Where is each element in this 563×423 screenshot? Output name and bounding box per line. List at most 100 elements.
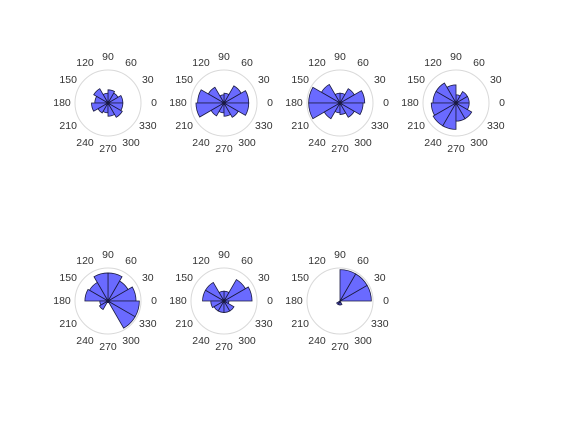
angle-tick-label-60: 60: [357, 255, 369, 267]
angle-tick-label-210: 210: [175, 318, 193, 330]
angle-tick-label-330: 330: [371, 318, 389, 330]
angle-tick-label-120: 120: [192, 255, 210, 267]
sector-bin-330-360: [222, 102, 250, 116]
angle-tick-label-150: 150: [59, 74, 77, 86]
angle-tick-label-180: 180: [169, 97, 187, 109]
grid-circle: [422, 69, 490, 137]
angle-tick-label-180: 180: [53, 97, 71, 109]
angle-tick-label-0: 0: [151, 97, 157, 109]
angle-tick-label-330: 330: [139, 120, 157, 132]
angle-tick-label-240: 240: [308, 335, 326, 347]
angle-tick-label-90: 90: [102, 249, 114, 261]
angle-tick-label-240: 240: [308, 137, 326, 149]
angle-tick-label-180: 180: [285, 295, 303, 307]
sector-bin-300-330: [106, 101, 123, 118]
sector-bin-270-300: [339, 299, 343, 306]
angle-tick-label-60: 60: [357, 57, 369, 69]
polar-chart-1: 0 30 60 90 120 150 180 210 240 270 300 330: [53, 51, 157, 155]
angle-tick-label-0: 0: [499, 97, 505, 109]
angle-tick-label-90: 90: [218, 249, 230, 261]
angle-tick-label-90: 90: [334, 249, 346, 261]
angle-tick-label-30: 30: [142, 74, 154, 86]
sector-bin-90-120: [93, 272, 109, 303]
grid-circle: [74, 69, 142, 137]
sector-bin-30-60: [338, 88, 355, 105]
angle-tick-label-90: 90: [334, 51, 346, 63]
angle-tick-label-150: 150: [175, 272, 193, 284]
angle-tick-label-180: 180: [285, 97, 303, 109]
sector-bin-210-240: [98, 299, 110, 311]
angle-tick-label-240: 240: [192, 137, 210, 149]
sector-bin-180-210: [195, 102, 226, 118]
sector-bin-330-360: [106, 300, 140, 318]
angle-tick-label-30: 30: [374, 74, 386, 86]
grid-circle: [190, 69, 258, 137]
angle-tick-label-0: 0: [267, 97, 273, 109]
angle-tick-label-60: 60: [241, 255, 253, 267]
sector-bin-150-180: [202, 289, 226, 302]
angle-tick-label-300: 300: [122, 137, 140, 149]
sector-bin-330-360: [454, 102, 470, 111]
sector-bin-210-240: [97, 101, 110, 114]
angle-tick-label-0: 0: [267, 295, 273, 307]
sector-bin-30-60: [222, 85, 242, 105]
angle-tick-label-120: 120: [76, 255, 94, 267]
angle-tick-label-270: 270: [215, 143, 233, 155]
angle-tick-label-330: 330: [139, 318, 157, 330]
angle-tick-label-150: 150: [407, 74, 425, 86]
angle-tick-label-90: 90: [450, 51, 462, 63]
angle-tick-label-30: 30: [374, 272, 386, 284]
angle-tick-label-330: 330: [255, 120, 273, 132]
sector-bin-60-90: [339, 269, 357, 303]
sector-bin-300-330: [454, 101, 473, 120]
angle-tick-label-330: 330: [487, 120, 505, 132]
sector-bin-120-150: [93, 88, 110, 105]
angle-tick-label-180: 180: [53, 295, 71, 307]
angle-tick-label-210: 210: [291, 318, 309, 330]
angle-tick-label-330: 330: [255, 318, 273, 330]
angle-tick-label-300: 300: [354, 137, 372, 149]
angle-tick-label-30: 30: [490, 74, 502, 86]
sector-bin-210-240: [323, 101, 342, 120]
angle-tick-label-210: 210: [175, 120, 193, 132]
sector-bin-240-270: [442, 101, 457, 130]
angle-tick-label-150: 150: [59, 272, 77, 284]
polar-chart-7: 0 30 60 90 120 150 180 210 240 270 300 330: [285, 249, 389, 353]
angle-tick-label-210: 210: [59, 120, 77, 132]
polar-chart-4: 0 30 60 90 120 150 180 210 240 270 300 330: [401, 51, 505, 155]
angle-tick-label-120: 120: [424, 57, 442, 69]
sector-bin-330-360: [106, 102, 124, 111]
angle-tick-label-60: 60: [125, 57, 137, 69]
angle-tick-label-120: 120: [192, 57, 210, 69]
angle-tick-label-150: 150: [291, 272, 309, 284]
angle-tick-label-300: 300: [354, 335, 372, 347]
angle-tick-label-330: 330: [371, 120, 389, 132]
angle-tick-label-210: 210: [291, 120, 309, 132]
grid-circle: [306, 69, 374, 137]
grid-circle: [74, 267, 142, 335]
angle-tick-label-120: 120: [308, 255, 326, 267]
angle-tick-label-240: 240: [424, 137, 442, 149]
angle-tick-label-300: 300: [122, 335, 140, 347]
grid-circle: [190, 267, 258, 335]
angle-tick-label-60: 60: [473, 57, 485, 69]
angle-tick-label-270: 270: [331, 341, 349, 353]
angle-tick-label-300: 300: [238, 335, 256, 347]
polar-chart-3: 0 30 60 90 120 150 180 210 240 270 300 330: [285, 51, 389, 155]
angle-tick-label-30: 30: [258, 272, 270, 284]
angle-tick-label-180: 180: [401, 97, 419, 109]
angle-tick-label-210: 210: [407, 120, 425, 132]
angle-tick-label-270: 270: [99, 143, 117, 155]
sector-bin-180-210: [308, 102, 342, 120]
angle-tick-label-180: 180: [169, 295, 187, 307]
angle-tick-label-300: 300: [470, 137, 488, 149]
angle-tick-label-270: 270: [331, 143, 349, 155]
angle-tick-label-120: 120: [76, 57, 94, 69]
sector-bin-30-60: [454, 91, 468, 105]
angle-tick-label-240: 240: [76, 137, 94, 149]
sector-bin-0-30: [222, 286, 253, 302]
angle-tick-label-30: 30: [142, 272, 154, 284]
angle-tick-label-0: 0: [151, 295, 157, 307]
angle-tick-label-60: 60: [125, 255, 137, 267]
